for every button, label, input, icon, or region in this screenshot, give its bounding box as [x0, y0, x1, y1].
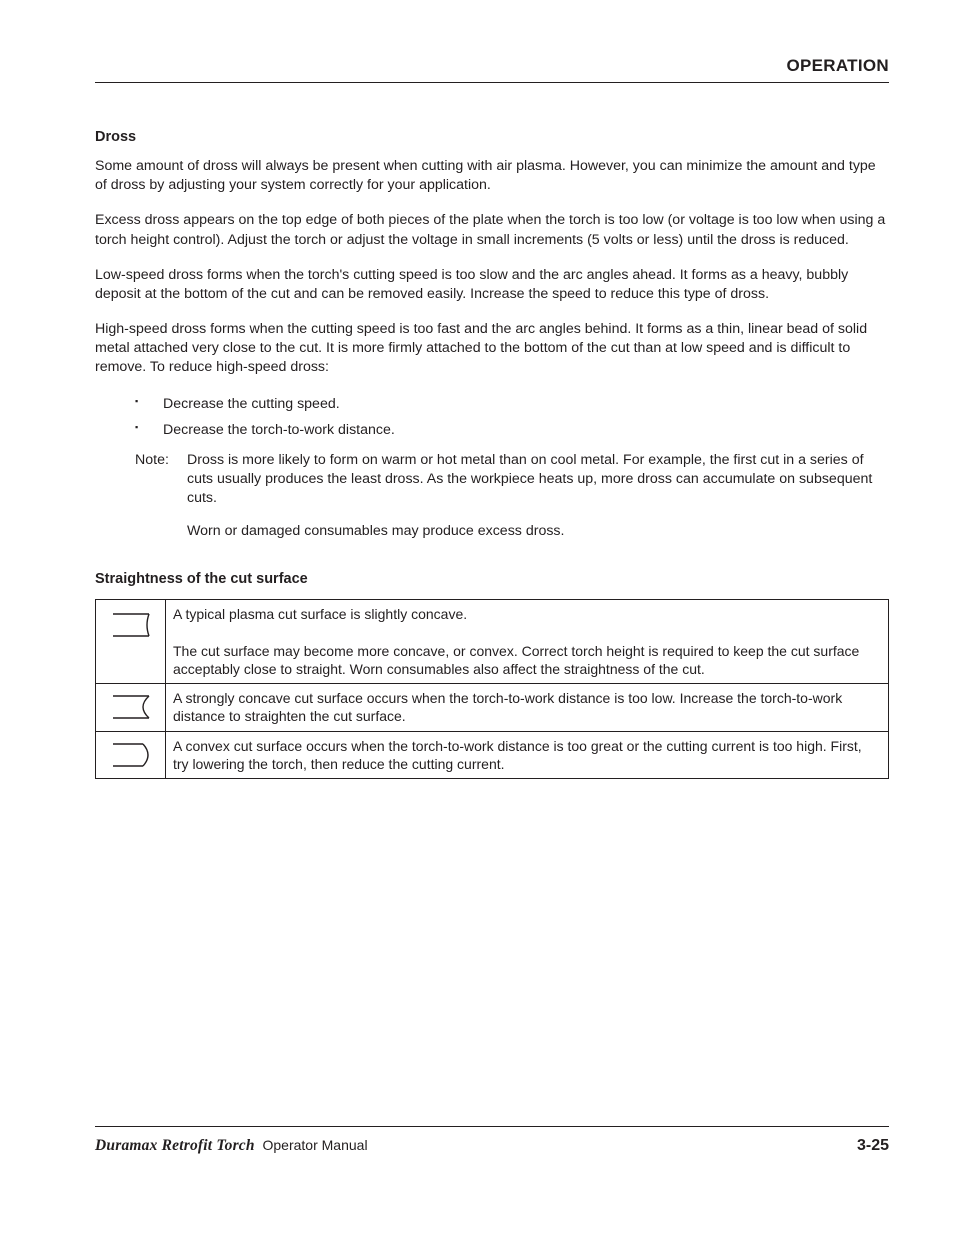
- straightness-heading: Straightness of the cut surface: [95, 571, 889, 587]
- page-number: 3-25: [857, 1137, 889, 1155]
- dross-bullet-list: Decrease the cutting speed. Decrease the…: [135, 394, 889, 441]
- table-row: A convex cut surface occurs when the tor…: [96, 731, 889, 778]
- note-text: Dross is more likely to form on warm or …: [187, 451, 889, 556]
- note-paragraph-2: Worn or damaged consumables may produce …: [187, 522, 889, 541]
- cut-profile-convex-icon: [96, 731, 166, 778]
- cut-profile-strong-concave-icon: [96, 684, 166, 731]
- cut-surface-table: A typical plasma cut surface is slightly…: [95, 599, 889, 779]
- section-header: OPERATION: [95, 56, 889, 83]
- product-name: Duramax Retrofit Torch: [95, 1137, 255, 1154]
- cut-profile-text: A strongly concave cut surface occurs wh…: [166, 684, 889, 731]
- table-row: A typical plasma cut surface is slightly…: [96, 600, 889, 684]
- dross-bullet-2: Decrease the torch-to-work distance.: [135, 420, 889, 441]
- footer-title: Duramax Retrofit Torch Operator Manual: [95, 1137, 368, 1155]
- cut-profile-text: A convex cut surface occurs when the tor…: [166, 731, 889, 778]
- dross-paragraph-3: Low-speed dross forms when the torch's c…: [95, 266, 889, 304]
- page: OPERATION Dross Some amount of dross wil…: [0, 0, 954, 1235]
- page-footer: Duramax Retrofit Torch Operator Manual 3…: [95, 1126, 889, 1155]
- dross-bullet-1: Decrease the cutting speed.: [135, 394, 889, 415]
- dross-paragraph-2: Excess dross appears on the top edge of …: [95, 211, 889, 249]
- note-label: Note:: [135, 451, 187, 556]
- manual-name: Operator Manual: [263, 1137, 368, 1153]
- cut-profile-text: A typical plasma cut surface is slightly…: [166, 600, 889, 684]
- table-row: A strongly concave cut surface occurs wh…: [96, 684, 889, 731]
- dross-paragraph-1: Some amount of dross will always be pres…: [95, 157, 889, 195]
- cut-profile-slight-concave-icon: [96, 600, 166, 684]
- dross-heading: Dross: [95, 129, 889, 145]
- dross-paragraph-4: High-speed dross forms when the cutting …: [95, 320, 889, 378]
- note-paragraph-1: Dross is more likely to form on warm or …: [187, 451, 889, 509]
- dross-note: Note: Dross is more likely to form on wa…: [135, 451, 889, 556]
